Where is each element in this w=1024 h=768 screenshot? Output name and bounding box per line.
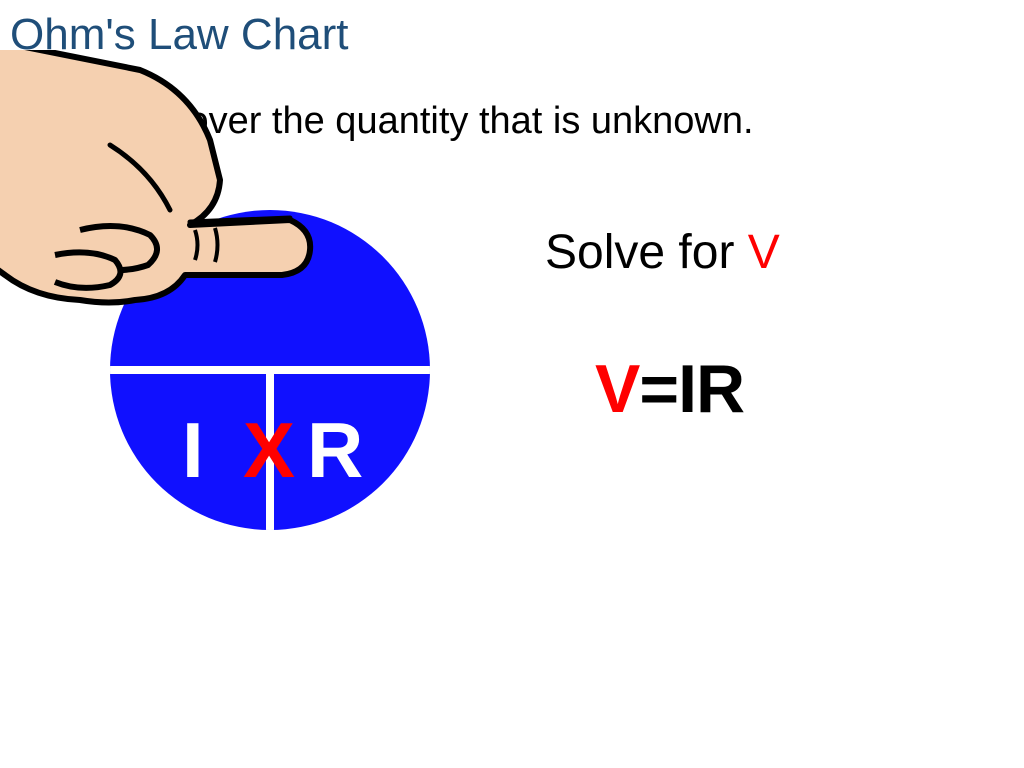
solve-for-line: Solve for V — [545, 225, 780, 280]
circle-letter-r: R — [307, 405, 363, 496]
formula-rhs: =IR — [639, 351, 744, 427]
solve-prefix: Solve for — [545, 226, 748, 279]
formula-lhs: V — [595, 351, 639, 427]
circle-bg: I X R — [110, 210, 430, 530]
page-title: Ohm's Law Chart — [10, 10, 349, 60]
formula: V=IR — [595, 350, 744, 428]
circle-letter-x: X — [243, 405, 295, 496]
instruction-text: Cover the quantity that is unknown. — [160, 100, 754, 143]
circle-letter-i: I — [182, 405, 204, 496]
ohms-law-circle: I X R — [110, 210, 430, 530]
solve-variable: V — [748, 226, 780, 279]
